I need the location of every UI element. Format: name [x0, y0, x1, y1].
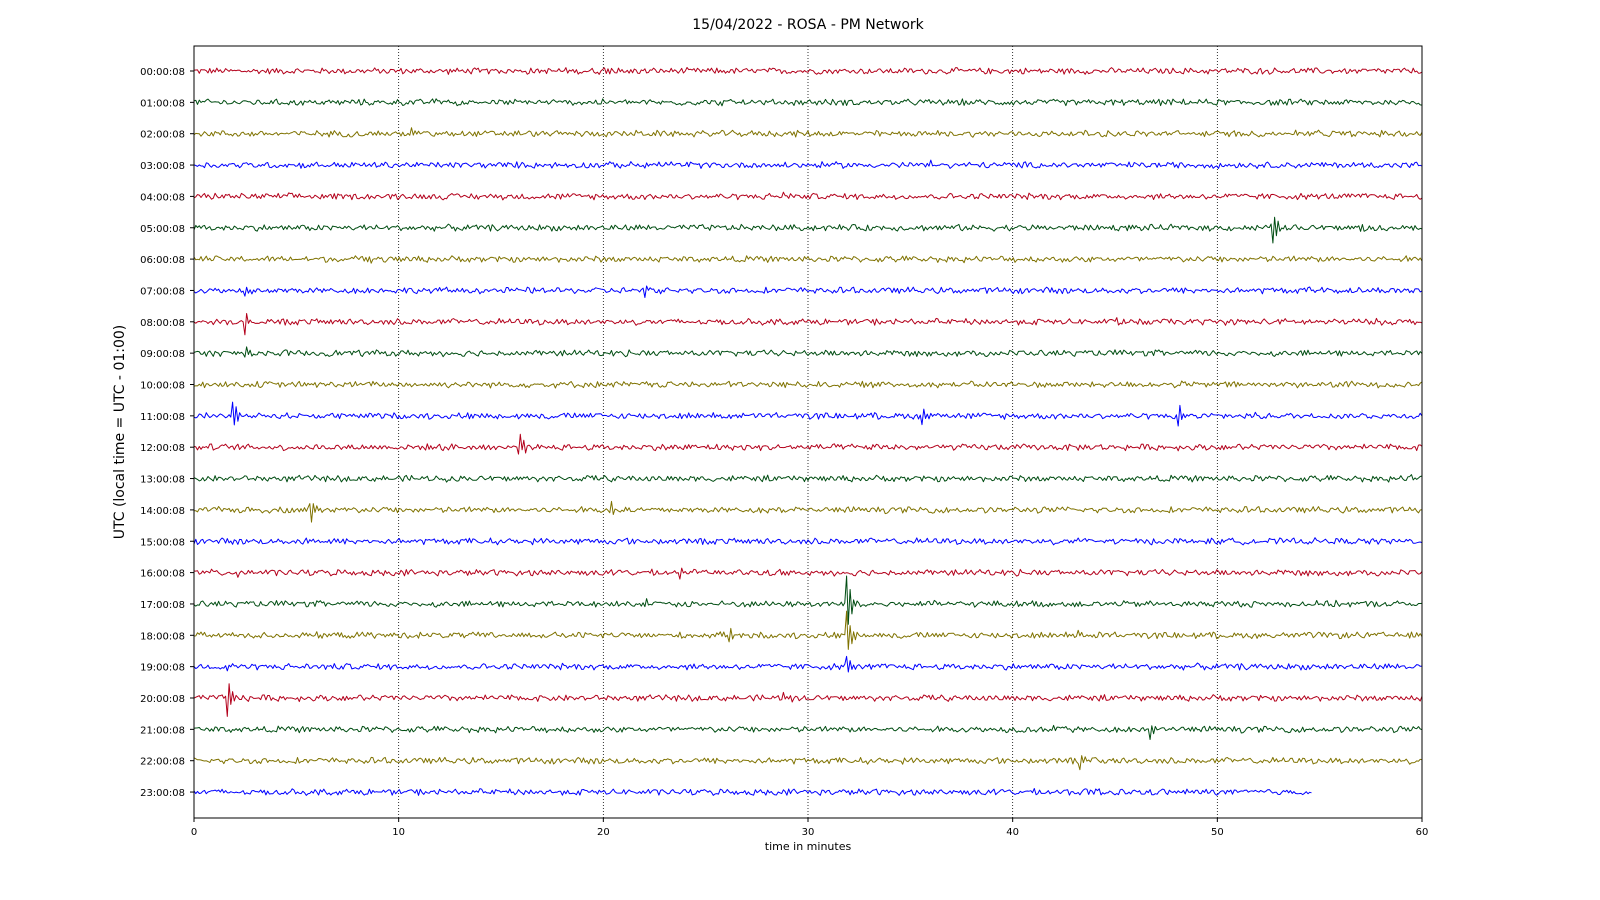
y-tick-group: 00:00:08 01:00:08 02:00:08 03:00:08 04:00:08… — [140, 67, 194, 799]
seismic-trace — [193, 401, 1423, 427]
y-tick-label: 17:00:08 — [140, 600, 185, 611]
plot-frame — [193, 45, 1423, 819]
seismic-trace — [193, 346, 1423, 358]
seismic-trace — [193, 788, 1312, 796]
y-tick-label: 09:00:08 — [140, 349, 185, 360]
seismic-trace — [193, 127, 1423, 138]
y-tick-label: 00:00:08 — [140, 67, 185, 78]
seismic-trace — [193, 380, 1423, 389]
seismic-trace — [193, 724, 1423, 740]
y-tick-label: 04:00:08 — [140, 192, 185, 203]
y-tick-label: 03:00:08 — [140, 161, 185, 172]
x-axis-label: time in minutes — [765, 840, 852, 853]
y-axis-label: UTC (local time = UTC - 01:00) — [112, 325, 128, 540]
y-tick-label: 02:00:08 — [140, 130, 185, 141]
y-tick-label: 05:00:08 — [140, 224, 185, 235]
seismic-trace — [193, 655, 1423, 673]
seismic-trace — [193, 159, 1423, 169]
grid-lines — [398, 46, 1218, 818]
y-tick-label: 08:00:08 — [140, 318, 185, 329]
y-tick-label: 22:00:08 — [140, 757, 185, 768]
y-tick-label: 20:00:08 — [140, 694, 185, 705]
y-tick-label: 12:00:08 — [140, 443, 185, 454]
y-tick-label: 21:00:08 — [140, 725, 185, 736]
y-tick-label: 18:00:08 — [140, 631, 185, 642]
y-tick-label: 11:00:08 — [140, 412, 185, 423]
x-tick-label: 50 — [1211, 827, 1224, 838]
seismic-trace — [193, 98, 1423, 107]
x-tick-label: 10 — [392, 827, 405, 838]
x-tick-label: 20 — [597, 827, 610, 838]
seismic-trace — [193, 67, 1423, 75]
x-tick-label: 60 — [1416, 827, 1429, 838]
seismic-trace — [193, 683, 1423, 717]
y-tick-label: 07:00:08 — [140, 286, 185, 297]
seismic-trace — [193, 255, 1423, 264]
y-tick-label: 15:00:08 — [140, 537, 185, 548]
seismic-trace — [193, 610, 1423, 650]
seismic-trace — [193, 500, 1423, 523]
chart-title: 15/04/2022 - ROSA - PM Network — [692, 17, 924, 33]
seismic-trace — [193, 191, 1423, 201]
x-tick-group: 0 10 20 30 40 50 60 — [191, 818, 1429, 838]
x-tick-label: 40 — [1006, 827, 1019, 838]
seismic-trace — [193, 537, 1423, 546]
y-tick-label: 19:00:08 — [140, 663, 185, 674]
x-tick-label: 30 — [802, 827, 815, 838]
y-tick-label: 16:00:08 — [140, 569, 185, 580]
y-tick-label: 13:00:08 — [140, 475, 185, 486]
y-tick-label: 23:00:08 — [140, 788, 185, 799]
x-tick-label: 0 — [191, 827, 197, 838]
seismic-trace — [193, 433, 1423, 455]
seismic-trace — [193, 575, 1423, 625]
trace-group — [193, 67, 1423, 796]
seismic-trace — [193, 755, 1423, 771]
seismic-trace — [193, 313, 1423, 336]
seismic-trace — [193, 567, 1423, 580]
seismic-trace — [193, 216, 1423, 244]
y-tick-label: 14:00:08 — [140, 506, 185, 517]
y-tick-label: 06:00:08 — [140, 255, 185, 266]
seismic-trace — [193, 474, 1423, 483]
seismic-trace — [193, 285, 1423, 298]
y-tick-label: 01:00:08 — [140, 98, 185, 109]
y-tick-label: 10:00:08 — [140, 381, 185, 392]
